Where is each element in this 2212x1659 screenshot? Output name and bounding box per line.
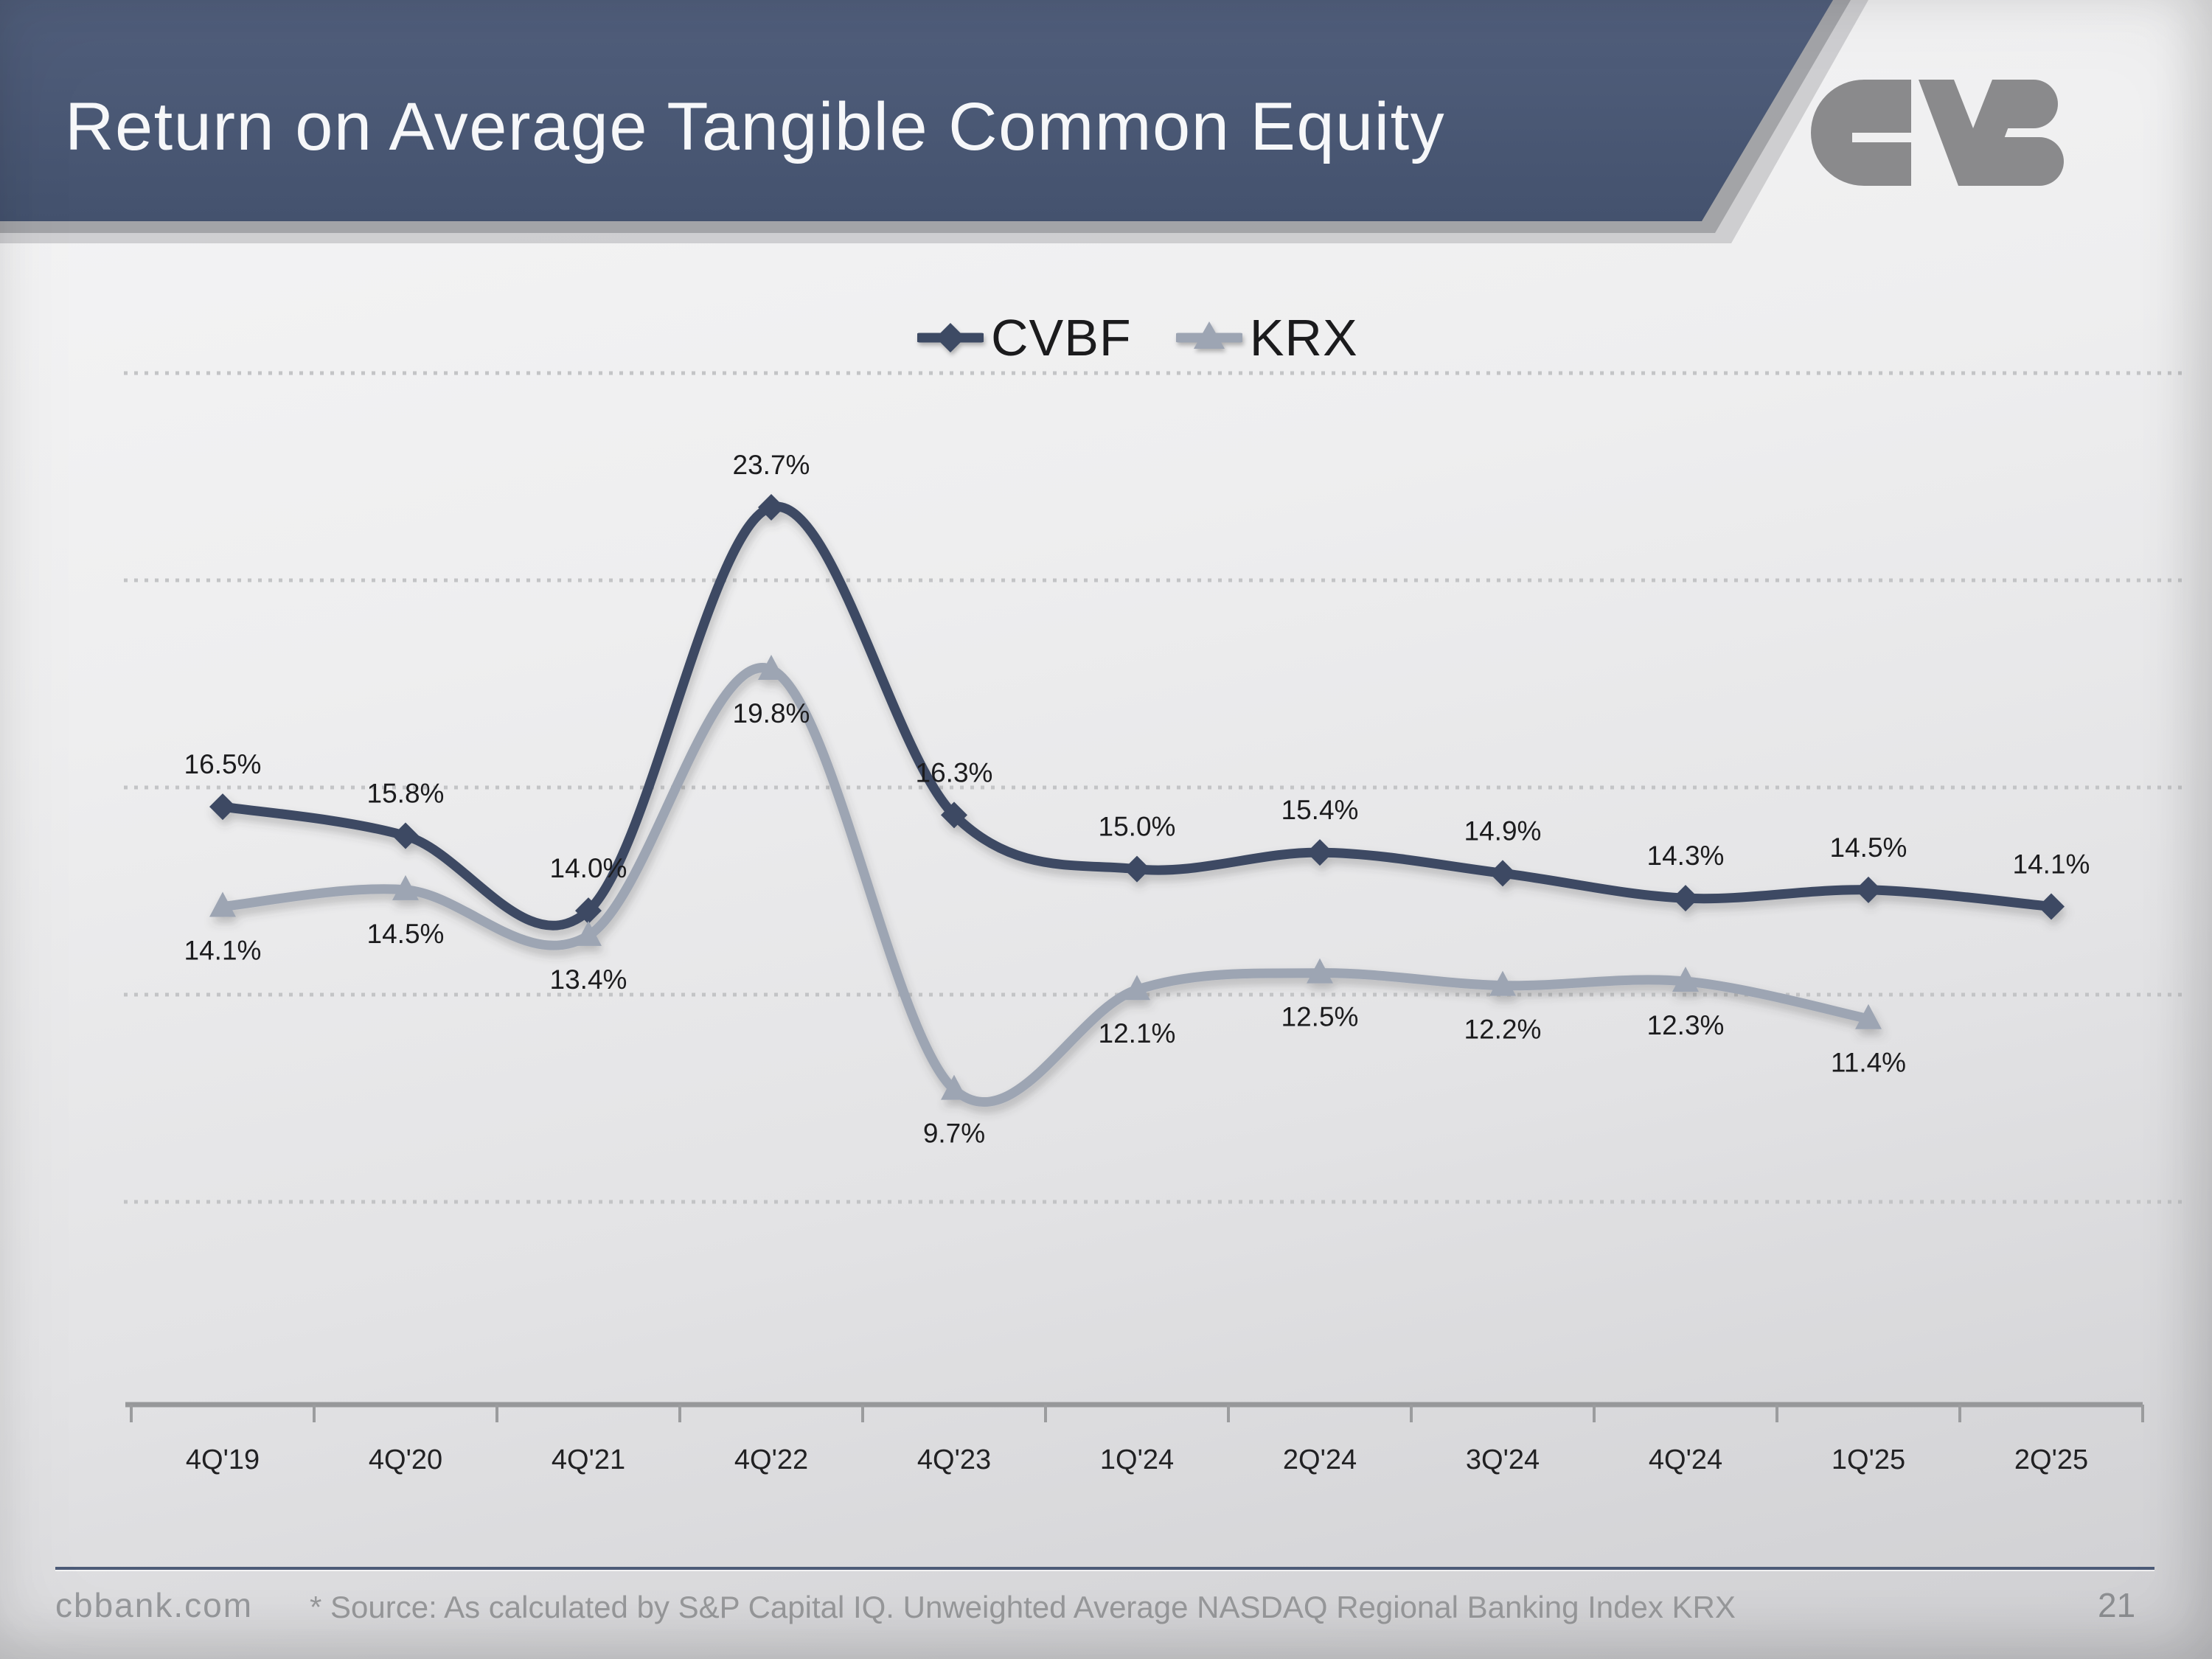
x-axis-label-4Q'23: 4Q'23 [917,1444,991,1475]
krx-marker-4Q'22 [758,654,785,680]
krx-marker-4Q'20 [392,874,419,900]
krx-data-label-2Q'24: 12.5% [1281,1002,1359,1032]
x-axis-label-4Q'19: 4Q'19 [186,1444,260,1475]
krx-data-label-4Q'21: 13.4% [550,964,627,995]
cvb-logo-icon [1811,80,2064,186]
cvbf-marker-4Q'19 [209,793,236,821]
krx-marker-4Q'21 [575,920,602,946]
legend-item-krx: KRX [1175,308,1358,367]
cvbf-data-label-1Q'25: 14.5% [1830,832,1907,863]
cvbf-data-label-4Q'24: 14.3% [1647,841,1725,871]
header-banner: Return on Average Tangible Common Equity [0,0,2212,265]
series-cvbf [209,494,2065,931]
cvbf-data-label-2Q'24: 15.4% [1281,795,1359,825]
krx-marker-2Q'24 [1307,958,1333,984]
krx-line [218,663,1874,1107]
krx-marker-4Q'19 [209,891,236,917]
krx-data-label-3Q'24: 12.2% [1464,1015,1542,1045]
x-axis-label-1Q'24: 1Q'24 [1100,1444,1174,1475]
footer-divider [55,1567,2154,1571]
x-axis-label-4Q'20: 4Q'20 [369,1444,442,1475]
krx-marker-3Q'24 [1489,970,1516,996]
krx-data-label-4Q'19: 14.1% [184,935,262,965]
krx-data-label-4Q'24: 12.3% [1647,1010,1725,1040]
krx-marker-1Q'25 [1855,1004,1882,1029]
cvbf-data-label-4Q'19: 16.5% [184,749,262,779]
krx-data-label-4Q'20: 14.5% [367,919,445,949]
cvbf-data-label-3Q'24: 14.9% [1464,815,1542,846]
cvbf-data-label-4Q'20: 15.8% [367,779,445,809]
cvbf-data-label-4Q'23: 16.3% [916,757,993,787]
krx-marker-1Q'24 [1124,975,1150,1001]
series-krx [209,654,1882,1107]
website-link[interactable]: cbbank.com [55,1586,254,1624]
krx-data-label-4Q'22: 19.8% [733,698,810,728]
x-axis-label-4Q'22: 4Q'22 [734,1444,808,1475]
krx-marker-4Q'24 [1672,966,1699,992]
krx-line-triangle-icon [1175,321,1242,349]
cvbf-marker-4Q'20 [392,822,419,849]
page-number: 21 [2098,1586,2136,1624]
cvbf-marker-1Q'25 [1855,876,1882,903]
x-axis-label-2Q'25: 2Q'25 [2014,1444,2088,1475]
cvbf-marker-4Q'23 [941,801,967,829]
krx-data-label-1Q'24: 12.1% [1099,1018,1176,1048]
krx-data-label-4Q'23: 9.7% [923,1119,985,1149]
cvbf-data-label-1Q'24: 15.0% [1099,812,1176,842]
krx-marker-4Q'23 [941,1074,967,1100]
cvbf-line [218,501,2056,931]
x-axis-label-3Q'24: 3Q'24 [1466,1444,1540,1475]
chart-legend: CVBF KRX [917,308,1358,367]
cvbf-marker-2Q'25 [2038,893,2065,920]
cvbf-marker-1Q'24 [1124,855,1150,883]
cvbf-line-diamond-icon [917,323,984,352]
cvbf-marker-4Q'24 [1672,885,1699,912]
legend-label-krx: KRX [1249,309,1358,366]
page-title: Return on Average Tangible Common Equity [65,89,1446,164]
legend-label-cvbf: CVBF [991,309,1132,366]
cvbf-marker-2Q'24 [1307,839,1333,866]
cvbf-data-label-2Q'25: 14.1% [2013,849,2090,879]
cvbf-data-label-4Q'22: 23.7% [733,450,810,480]
krx-data-label-1Q'25: 11.4% [1831,1048,1906,1078]
cvbf-marker-4Q'21 [575,897,602,925]
legend-item-cvbf: CVBF [917,308,1132,367]
banner-shape [0,0,1868,243]
cvbf-data-label-4Q'21: 14.0% [550,853,627,883]
x-axis-label-2Q'24: 2Q'24 [1283,1444,1357,1475]
cvbf-marker-4Q'22 [758,494,785,521]
x-axis-label-4Q'21: 4Q'21 [552,1444,625,1475]
cvbf-marker-3Q'24 [1489,860,1516,887]
x-axis-label-4Q'24: 4Q'24 [1649,1444,1722,1475]
source-note: * Source: As calculated by S&P Capital I… [310,1590,1736,1624]
x-axis-label-1Q'25: 1Q'25 [1832,1444,1905,1475]
